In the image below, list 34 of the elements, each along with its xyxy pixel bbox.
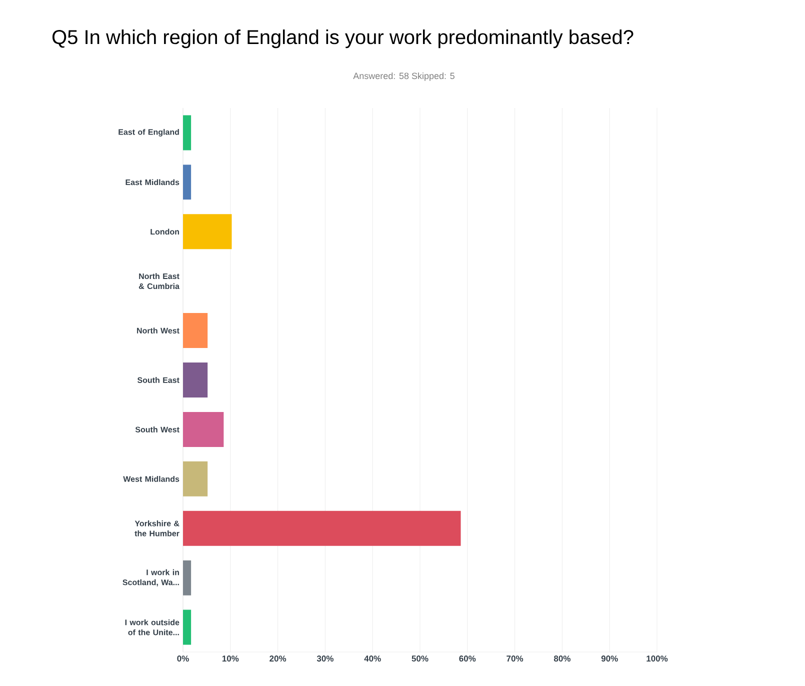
y-tick-label: South West [135, 426, 180, 432]
x-tick-label: 90% [601, 656, 618, 662]
bar [183, 115, 192, 150]
y-tick-label: East Midlands [126, 179, 180, 186]
y-tick-label: North West [137, 328, 180, 334]
bar [183, 461, 208, 496]
y-tick-label: North East & Cumbria [138, 273, 180, 290]
y-tick-label: I work outside of the Unite... [125, 619, 180, 636]
bar [183, 560, 192, 596]
bar [183, 412, 224, 447]
x-tick-label: 100% [646, 656, 668, 662]
chart-subtitle: Answered: 58 Skipped: 5 [353, 72, 454, 81]
x-tick-label: 40% [364, 656, 381, 662]
x-tick-label: 0% [177, 656, 189, 662]
x-tick-label: 60% [459, 656, 476, 662]
y-tick-label: South East [137, 377, 180, 383]
bar [183, 164, 192, 200]
bar [183, 313, 208, 348]
x-tick-label: 20% [270, 656, 286, 662]
y-tick-label: I work in Scotland, Wa... [122, 569, 179, 586]
y-tick-label: London [150, 228, 179, 235]
bar [183, 214, 232, 250]
bar [183, 510, 461, 546]
chart-title: Q5 In which region of England is your work predominantly based? [52, 30, 634, 48]
bar [183, 362, 208, 398]
x-tick-label: 10% [222, 656, 239, 662]
x-tick-label: 70% [506, 656, 524, 662]
x-tick-label: 30% [316, 656, 334, 662]
x-tick-label: 50% [412, 656, 428, 662]
y-tick-label: East of England [118, 128, 179, 136]
y-tick-label: Yorkshire & the Humber [134, 520, 180, 536]
bar [183, 610, 192, 645]
x-tick-label: 80% [554, 656, 570, 662]
y-tick-label: West Midlands [123, 476, 180, 482]
